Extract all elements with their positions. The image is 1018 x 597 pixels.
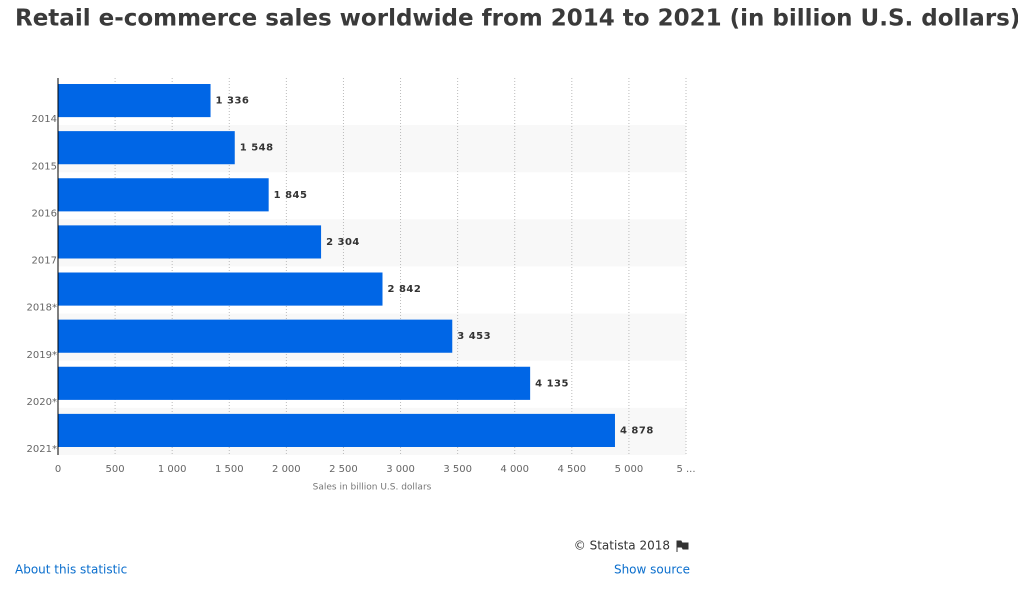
value-label: 2 842 — [388, 284, 422, 295]
x-axis-label: Sales in billion U.S. dollars — [313, 483, 432, 493]
bar — [58, 272, 383, 306]
bar — [58, 319, 453, 353]
y-tick-label: 2015 — [32, 161, 57, 172]
bar — [58, 366, 531, 400]
y-tick-label: 2021* — [27, 444, 57, 455]
x-tick-label: 3 500 — [443, 464, 472, 475]
x-tick-label: 2 500 — [329, 464, 358, 475]
y-tick-label: 2018* — [27, 303, 57, 314]
x-tick-label: 4 000 — [500, 464, 529, 475]
flag-icon — [676, 540, 689, 552]
value-label: 2 304 — [326, 237, 360, 248]
y-tick-label: 2019* — [27, 350, 57, 361]
x-tick-label: 1 000 — [158, 464, 187, 475]
y-tick-label: 2016 — [32, 208, 57, 219]
x-tick-label: 4 500 — [557, 464, 586, 475]
about-link[interactable]: About this statistic — [15, 563, 127, 577]
bar — [58, 413, 615, 447]
x-tick-label: 0 — [55, 464, 61, 475]
y-tick-label: 2017 — [32, 256, 57, 267]
value-label: 4 135 — [535, 378, 569, 389]
source-link[interactable]: Show source — [614, 563, 690, 577]
value-label: 1 336 — [216, 96, 250, 107]
value-label: 4 878 — [620, 425, 654, 436]
y-tick-label: 2020* — [27, 397, 57, 408]
bar — [58, 225, 322, 259]
credit: © Statista 2018 — [574, 539, 670, 553]
x-tick-label: 2 000 — [272, 464, 301, 475]
x-tick-label: 5 ... — [676, 464, 695, 475]
value-label: 3 453 — [457, 331, 491, 342]
bar — [58, 84, 211, 118]
x-tick-label: 500 — [106, 464, 125, 475]
value-label: 1 548 — [240, 143, 274, 154]
chart-title: Retail e-commerce sales worldwide from 2… — [15, 6, 1018, 32]
bar — [58, 178, 269, 212]
value-label: 1 845 — [274, 190, 308, 201]
x-tick-label: 1 500 — [215, 464, 244, 475]
y-tick-label: 2014 — [32, 114, 57, 125]
x-tick-label: 5 000 — [615, 464, 644, 475]
bar — [58, 131, 235, 165]
x-tick-label: 3 000 — [386, 464, 415, 475]
